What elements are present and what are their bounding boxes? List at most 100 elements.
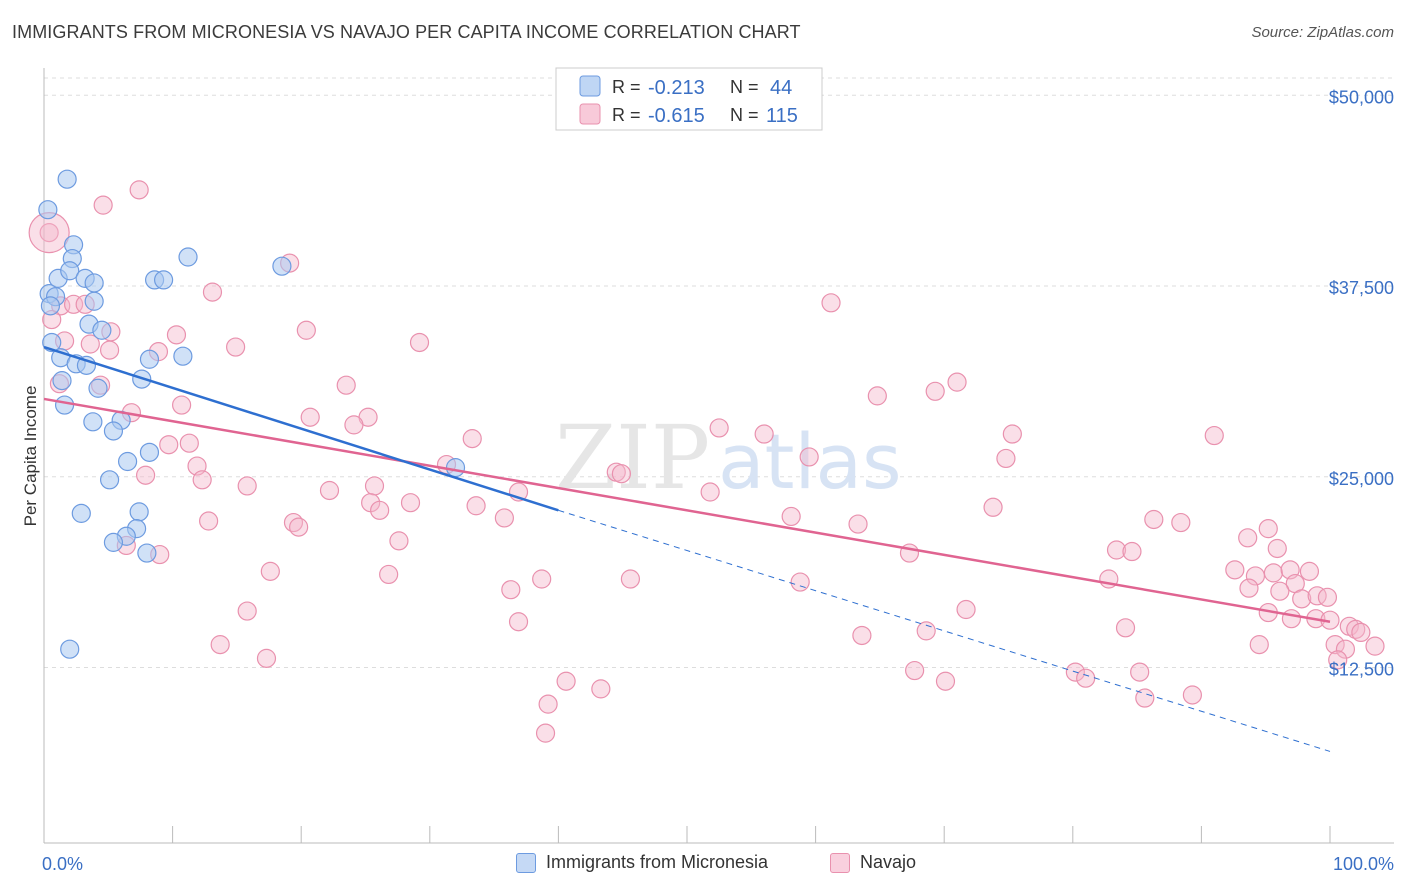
- navajo-point: [935, 671, 956, 691]
- navajo-point: [1292, 589, 1312, 609]
- navajo-point: [532, 569, 552, 589]
- navajo-point: [709, 418, 729, 438]
- navajo-point: [1076, 668, 1096, 688]
- axes: [43, 68, 1394, 844]
- navajo-point: [754, 424, 774, 444]
- navajo-point: [199, 511, 219, 531]
- series-legend: Immigrants from Micronesia Navajo: [0, 852, 1406, 878]
- navajo-point: [300, 407, 320, 427]
- gridlines: [44, 77, 1394, 669]
- micronesia-point: [445, 458, 466, 478]
- navajo-point: [983, 497, 1003, 517]
- legend-label-micronesia: Immigrants from Micronesia: [546, 852, 769, 872]
- navajo-point: [905, 660, 925, 681]
- navajo-point: [1258, 519, 1278, 539]
- navajo-point: [63, 294, 84, 314]
- navajo-point: [166, 325, 187, 345]
- legend-n-value-1: 44: [770, 77, 792, 99]
- micronesia-point: [117, 451, 138, 472]
- navajo-point: [556, 671, 576, 691]
- micronesia-point: [103, 532, 124, 552]
- micronesia-point: [38, 200, 58, 220]
- x-tick-label-min: 0.0%: [42, 854, 83, 874]
- navajo-point: [1351, 622, 1371, 643]
- navajo-point: [1135, 688, 1155, 708]
- navajo-point: [852, 625, 872, 646]
- navajo-point: [1239, 578, 1259, 598]
- navajo-point: [508, 612, 529, 632]
- x-tick-label-max: 100.0%: [1333, 854, 1394, 874]
- navajo-point: [256, 648, 277, 668]
- navajo-point: [535, 723, 556, 743]
- navajo-point: [700, 482, 720, 502]
- y-tick-label-3: $50,000: [1329, 87, 1394, 107]
- legend-r-label-1: R =: [612, 77, 641, 97]
- navajo-point: [1182, 685, 1202, 705]
- navajo-point: [1365, 636, 1385, 656]
- navajo-point: [409, 332, 430, 353]
- watermark-atlas: atlas: [718, 417, 902, 506]
- navajo-point: [611, 464, 632, 484]
- navajo-point: [466, 496, 486, 516]
- navajo-points: [28, 180, 1385, 743]
- legend-r-label-2: R =: [612, 105, 641, 125]
- navajo-point: [1307, 586, 1327, 606]
- micronesia-point: [83, 412, 103, 432]
- navajo-point: [159, 435, 179, 455]
- navajo-point: [1106, 540, 1127, 560]
- y-tick-labels: $12,500 $25,000 $37,500 $50,000: [1329, 87, 1394, 679]
- navajo-point: [1335, 639, 1356, 659]
- navajo-point: [1115, 618, 1136, 638]
- navajo-point: [135, 465, 156, 485]
- navajo-point: [202, 282, 223, 302]
- navajo-point: [956, 599, 976, 620]
- legend-n-label-1: N =: [730, 77, 759, 97]
- navajo-point: [494, 508, 514, 528]
- micronesia-trend-line: [43, 345, 559, 512]
- navajo-point: [620, 569, 641, 589]
- navajo-point: [260, 561, 280, 581]
- navajo-point: [591, 679, 611, 699]
- micronesia-point: [153, 270, 174, 290]
- navajo-point: [462, 429, 482, 449]
- navajo-point: [916, 621, 936, 641]
- navajo-trend-line: [43, 397, 1331, 623]
- micronesia-point: [60, 639, 80, 659]
- navajo-point: [1263, 563, 1284, 583]
- chart-title: IMMIGRANTS FROM MICRONESIA VS NAVAJO PER…: [12, 22, 801, 42]
- micronesia-point: [99, 470, 120, 490]
- navajo-point: [99, 340, 120, 360]
- micronesia-trend-extension: [558, 509, 1331, 752]
- navajo-point: [379, 564, 399, 585]
- navajo-point: [80, 334, 100, 354]
- legend-item-micronesia: Immigrants from Micronesia: [516, 852, 768, 873]
- navajo-point: [1144, 509, 1164, 530]
- navajo-point: [848, 514, 868, 534]
- micronesia-point: [92, 320, 112, 340]
- navajo-point: [1171, 512, 1191, 533]
- navajo-point: [1225, 560, 1245, 580]
- micronesia-points: [38, 169, 466, 659]
- navajo-point: [799, 447, 819, 467]
- navajo-point: [210, 635, 230, 655]
- navajo-point: [1204, 425, 1224, 446]
- navajo-point: [400, 493, 421, 513]
- y-tick-label-1: $25,000: [1329, 469, 1394, 489]
- navajo-point: [1325, 635, 1345, 655]
- micronesia-point: [84, 273, 104, 293]
- navajo-point: [1267, 538, 1287, 559]
- legend-label-navajo: Navajo: [860, 852, 917, 872]
- micronesia-point: [57, 169, 77, 189]
- navajo-point: [1122, 541, 1142, 562]
- y-tick-label-2: $37,500: [1329, 278, 1394, 298]
- navajo-point: [336, 375, 356, 395]
- correlation-legend: R = -0.213 N = 44 R = -0.615 N = 115: [555, 67, 823, 131]
- navajo-point: [364, 476, 385, 496]
- watermark-zip: ZIP: [555, 406, 710, 509]
- micronesia-point: [84, 291, 104, 311]
- micronesia-point: [88, 378, 108, 398]
- y-axis-title: Per Capita Income: [21, 386, 40, 527]
- navajo-point: [1328, 650, 1348, 670]
- navajo-point: [226, 337, 246, 357]
